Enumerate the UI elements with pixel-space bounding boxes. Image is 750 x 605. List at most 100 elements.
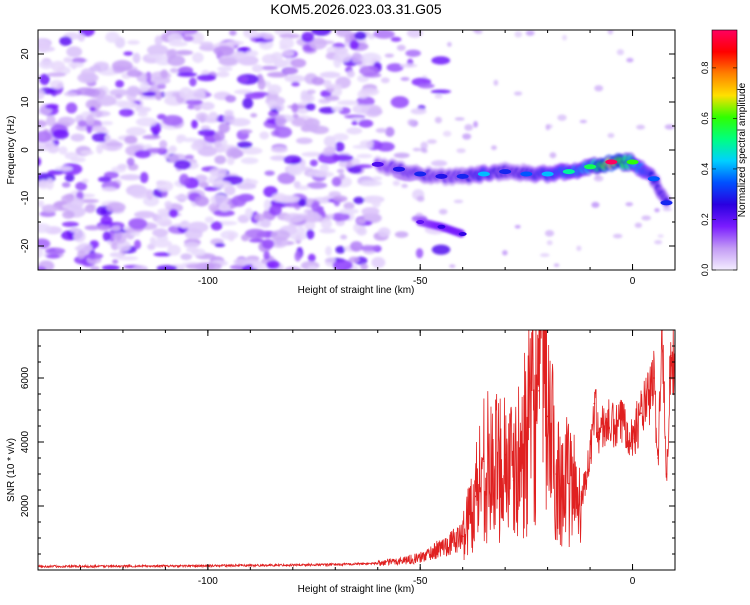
heatmap-blob <box>84 204 96 214</box>
heatmap-blob <box>109 252 124 258</box>
heatmap-blob <box>126 189 146 196</box>
heatmap-speckle <box>654 240 663 245</box>
heatmap-blob <box>214 155 227 165</box>
heatmap-blob <box>38 59 55 70</box>
heatmap-blob <box>244 207 253 219</box>
heatmap-blob <box>352 104 371 114</box>
snr-point <box>546 415 549 418</box>
heatmap-speckle <box>464 124 473 131</box>
heatmap-blob <box>217 66 233 72</box>
heatmap-blob <box>156 180 174 192</box>
heatmap-speckle <box>654 208 660 213</box>
heatmap-blob <box>358 119 374 128</box>
snr-point <box>593 402 596 405</box>
heatmap-blob <box>239 75 248 83</box>
heatmap-speckle <box>545 124 550 131</box>
heatmap-blob <box>168 209 179 218</box>
heatmap-blob <box>336 100 359 106</box>
heatmap-speckle <box>626 57 634 63</box>
heatmap-blob <box>431 56 451 65</box>
x-tick-label: -50 <box>413 576 428 587</box>
heatmap-blob <box>180 253 193 261</box>
snr-point <box>623 418 625 421</box>
heatmap-speckle <box>636 124 646 130</box>
heatmap-blob <box>127 40 140 45</box>
heatmap-blob <box>58 146 68 155</box>
heatmap-blob <box>293 181 301 188</box>
heatmap-blob <box>233 258 250 266</box>
heatmap-blob <box>174 159 192 170</box>
heatmap-blob <box>248 238 265 243</box>
heatmap-blob <box>179 173 190 186</box>
heatmap-blob <box>89 106 96 113</box>
heatmap-blob <box>334 141 345 153</box>
heatmap-blob <box>51 60 66 73</box>
heatmap-blob <box>279 33 301 39</box>
snr-point <box>483 460 485 463</box>
colorbar-ticks: 0.0 0.2 0.4 0.6 0.8 <box>700 62 737 276</box>
heatmap-blob <box>318 106 337 114</box>
heatmap-blob <box>199 101 215 111</box>
ridge-point <box>541 171 554 177</box>
heatmap-blob <box>346 127 363 135</box>
heatmap-blob <box>361 207 380 216</box>
heatmap-blob <box>181 137 199 143</box>
heatmap-blob <box>216 71 230 78</box>
heatmap-blob <box>267 84 282 95</box>
heatmap-blob <box>38 266 47 270</box>
heatmap-blob <box>118 108 134 117</box>
snr-point <box>597 431 600 434</box>
heatmap-speckle <box>412 147 421 152</box>
snr-y-ticks: 2000 4000 6000 <box>20 329 675 571</box>
heatmap-blob <box>54 165 73 172</box>
heatmap-speckle <box>657 234 664 238</box>
heatmap-speckle <box>557 114 567 121</box>
heatmap-blob <box>371 196 382 208</box>
heatmap-blob <box>289 232 307 241</box>
heatmap-blob <box>375 128 387 133</box>
heatmap-blob <box>226 147 242 160</box>
heatmap-blob <box>367 108 383 116</box>
heatmap-blob <box>394 231 409 238</box>
heatmap-blob <box>301 31 315 43</box>
heatmap-speckle <box>634 222 643 228</box>
heatmap-blob <box>229 30 237 36</box>
heatmap-blob <box>291 103 299 113</box>
heatmap-blob <box>109 88 129 97</box>
heatmap-blob <box>38 223 51 233</box>
heatmap-blob <box>231 195 247 207</box>
snr-point <box>669 354 672 357</box>
heatmap-blob <box>117 101 139 109</box>
heatmap-blob <box>150 76 171 85</box>
heatmap-blob <box>77 250 86 259</box>
colorbar-tick-label: 0.4 <box>700 163 710 176</box>
heatmap-speckle <box>473 121 478 128</box>
heatmap-blob <box>393 152 410 159</box>
heatmap-speckle <box>514 31 523 38</box>
heatmap-speckle <box>502 250 508 256</box>
spectrogram-x-label: Height of straight line (km) <box>298 285 415 296</box>
heatmap-blob <box>261 239 275 250</box>
heatmap-blob <box>385 126 395 137</box>
heatmap-speckle <box>434 93 443 99</box>
heatmap-blob <box>306 170 328 177</box>
heatmap-speckle <box>607 30 614 35</box>
heatmap-blob <box>228 233 235 242</box>
heatmap-blob <box>242 97 254 109</box>
x-tick-label: -100 <box>198 276 218 287</box>
snr-point <box>376 562 379 565</box>
heatmap-blob <box>154 35 163 46</box>
heatmap-blob <box>283 212 304 224</box>
heatmap-blob <box>133 239 142 250</box>
heatmap-blob <box>145 71 152 82</box>
heatmap-blob <box>339 208 359 215</box>
heatmap-blob <box>353 164 374 169</box>
heatmap-blob <box>152 228 169 238</box>
heatmap-blob <box>311 201 320 212</box>
heatmap-blob <box>229 117 251 127</box>
heatmap-blob <box>111 225 121 232</box>
heatmap-blob <box>99 62 107 72</box>
heatmap-blob <box>183 35 194 42</box>
heatmap-blob <box>146 54 167 59</box>
heatmap-blob <box>292 113 299 119</box>
